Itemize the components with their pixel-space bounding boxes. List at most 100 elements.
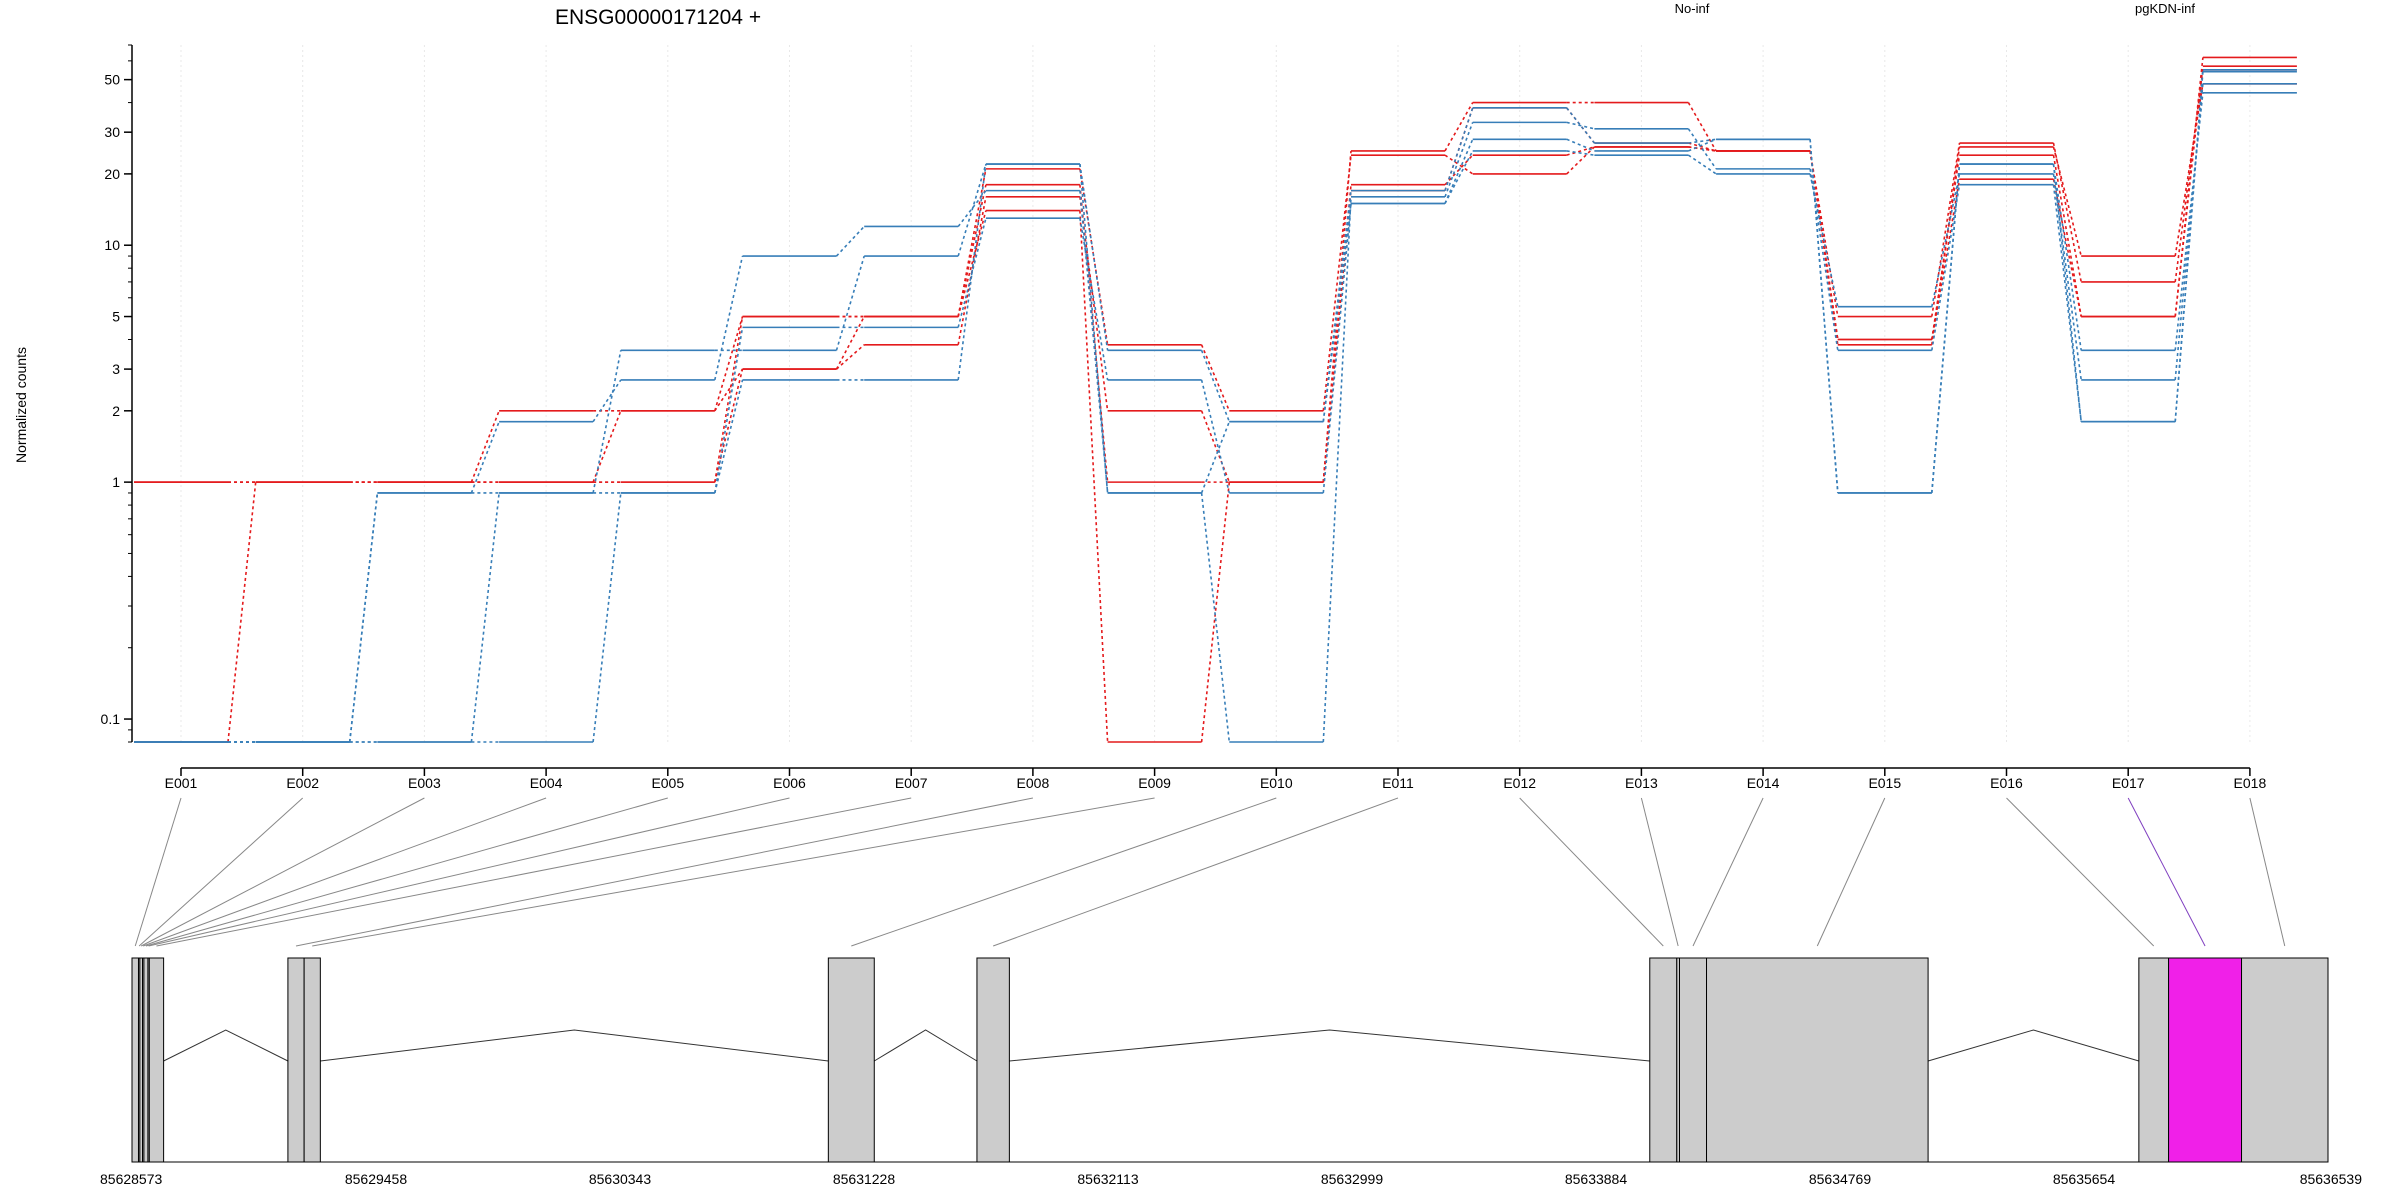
- exon-bin-e018: [2241, 957, 2329, 1163]
- series-connector: [957, 196, 987, 345]
- coordinate-label-85635654: 85635654: [2053, 1171, 2116, 1187]
- x-tick-label-e004: E004: [530, 775, 563, 791]
- x-tick-label-e001: E001: [165, 775, 198, 791]
- series-connector: [1200, 421, 1231, 494]
- legend: No-inf pgKDN-inf: [1675, 1, 2196, 16]
- series-connector: [1200, 482, 1231, 743]
- x-tick-label-e008: E008: [1017, 775, 1050, 791]
- series-connector: [1931, 142, 1961, 317]
- series-connector: [957, 190, 987, 227]
- series-connector: [1688, 142, 1717, 152]
- x-axis: E001 E002 E003 E004 E005 E006 E007 E008 E009 E010…: [165, 767, 2267, 791]
- gene-model: [131, 957, 2329, 1163]
- x-tick-label-e010: E010: [1260, 775, 1293, 791]
- series-connector: [957, 210, 987, 317]
- series-connector: [1809, 150, 1839, 340]
- x-tick-label-e017: E017: [2112, 775, 2145, 791]
- intron-5: [1927, 1029, 2139, 1062]
- series-connector: [1079, 210, 1109, 743]
- intron-4: [1009, 1029, 1650, 1062]
- y-tick-label-0-1: 0.1: [101, 711, 121, 727]
- connector-e016: [2006, 797, 2155, 947]
- y-tick-label-30: 30: [104, 124, 120, 140]
- series-connector: [957, 163, 987, 381]
- x-tick-label-e013: E013: [1625, 775, 1658, 791]
- series-connector: [835, 225, 865, 257]
- y-axis-label: Normalized counts: [13, 347, 29, 463]
- intron-1: [163, 1029, 289, 1062]
- y-axis: 0.1 1 2 3 5 10 20 30 50: [101, 44, 133, 743]
- x-tick-label-e016: E016: [1990, 775, 2023, 791]
- chart-title: ENSG00000171204 +: [555, 6, 761, 29]
- series-connector: [714, 379, 744, 494]
- series-connector: [348, 492, 379, 743]
- exon-bin-e005: [143, 957, 149, 1163]
- series-pgkdn-inf-7: [134, 83, 2297, 743]
- series-pgkdn-inf-6: [134, 69, 2297, 743]
- series-connector: [592, 492, 622, 743]
- coordinate-label-85634769: 85634769: [1809, 1171, 1872, 1187]
- exon-bin-e007: [148, 957, 165, 1163]
- connector-e017: [2127, 797, 2206, 947]
- series-no-inf-1: [134, 65, 2297, 483]
- x-tick-label-e015: E015: [1868, 775, 1901, 791]
- exon-bin-e017: [2168, 957, 2243, 1163]
- coordinate-label-85636539: 85636539: [2300, 1171, 2363, 1187]
- series-connector: [957, 184, 987, 317]
- connector-e001: [134, 797, 182, 947]
- connector-e009: [312, 797, 1155, 947]
- x-tick-label-e011: E011: [1382, 775, 1414, 791]
- series-connector: [714, 255, 744, 381]
- coordinate-label-85628573: 85628573: [100, 1171, 163, 1187]
- series-connector: [1322, 190, 1352, 422]
- intron-3: [874, 1029, 978, 1062]
- coordinate-label-85629458: 85629458: [345, 1171, 408, 1187]
- series-connector: [592, 410, 622, 483]
- series-connector: [1566, 146, 1595, 175]
- exon-bin-e011: [976, 957, 1010, 1163]
- coordinate-label-85632113: 85632113: [1077, 1171, 1138, 1187]
- series-connector: [714, 316, 744, 412]
- connector-e018: [2249, 797, 2286, 947]
- y-tick-label-3: 3: [112, 361, 120, 377]
- coordinate-label-85632999: 85632999: [1321, 1171, 1384, 1187]
- connector-e008: [295, 797, 1033, 947]
- connector-e010: [851, 797, 1277, 947]
- connector-e012: [1519, 797, 1664, 947]
- series-connector: [1566, 138, 1595, 152]
- series-connector: [957, 163, 987, 257]
- y-tick-label-10: 10: [104, 237, 120, 253]
- y-tick-label-50: 50: [104, 72, 120, 88]
- series-lines: [134, 56, 2297, 743]
- y-tick-label-5: 5: [112, 309, 120, 325]
- series-connector: [1566, 150, 1595, 156]
- series-connector: [714, 316, 744, 483]
- series-connector: [1566, 107, 1596, 144]
- series-connector: [1200, 344, 1231, 412]
- series-connector: [1931, 164, 1961, 494]
- series-connector: [2052, 163, 2082, 351]
- y-tick-label-20: 20: [104, 166, 120, 182]
- exon-bin-e001: [131, 957, 139, 1163]
- series-connector: [714, 327, 744, 494]
- exon-bin-e010: [827, 957, 875, 1163]
- series-connector: [1322, 155, 1352, 411]
- series-connector: [2052, 173, 2082, 381]
- series-connector: [1444, 122, 1474, 198]
- x-tick-label-e012: E012: [1503, 775, 1536, 791]
- exon-bin-e012: [1649, 957, 1678, 1163]
- series-connector: [1809, 150, 1839, 345]
- series-connector: [835, 255, 865, 351]
- connector-e002: [138, 797, 304, 947]
- x-tick-label-e018: E018: [2234, 775, 2267, 791]
- coordinate-label-85633884: 85633884: [1565, 1171, 1628, 1187]
- connector-e007: [156, 797, 912, 947]
- series-connector: [2174, 57, 2204, 317]
- coordinate-label-85631228: 85631228: [833, 1171, 896, 1187]
- series-connector: [1566, 121, 1595, 130]
- grid: [180, 45, 2251, 742]
- series-connector: [835, 344, 865, 370]
- x-tick-label-e006: E006: [773, 775, 806, 791]
- y-tick-label-2: 2: [112, 403, 120, 419]
